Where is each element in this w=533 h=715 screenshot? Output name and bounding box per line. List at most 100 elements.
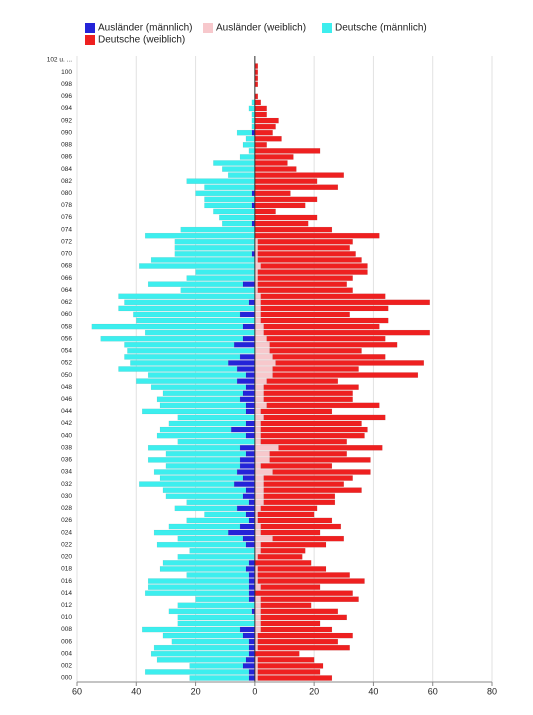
bar (236, 378, 256, 384)
bar (257, 257, 362, 263)
x-tick-label: 20 (309, 686, 319, 696)
y-tick-label: 072 (61, 238, 72, 245)
bar (257, 578, 365, 584)
y-tick-label: 068 (61, 263, 72, 270)
bar (150, 257, 256, 263)
bar (260, 596, 359, 603)
bar (239, 444, 256, 451)
bar (248, 596, 256, 603)
y-tick-label: 094 (61, 105, 72, 112)
bar (248, 590, 256, 596)
bar (144, 669, 250, 675)
bar (272, 372, 419, 378)
bar (195, 190, 253, 197)
bar (254, 208, 276, 215)
bar (195, 596, 250, 603)
bar (254, 529, 261, 536)
bar (254, 360, 276, 366)
x-tick-label: 0 (252, 686, 257, 696)
bar (168, 523, 241, 530)
bar (127, 348, 256, 354)
bar (254, 426, 261, 433)
bar (159, 426, 232, 433)
bar (254, 123, 276, 130)
bar (144, 329, 256, 336)
bar (257, 517, 333, 524)
bar (254, 384, 264, 390)
y-tick-label: 076 (61, 214, 72, 221)
bar (142, 626, 241, 633)
x-tick-label: 60 (72, 686, 82, 696)
bar (227, 172, 256, 178)
bar (254, 202, 306, 209)
bar (260, 463, 333, 469)
bar (248, 560, 256, 566)
bar (242, 475, 256, 481)
bar (156, 657, 247, 663)
y-tick-label: 018 (61, 566, 72, 573)
bar (254, 148, 321, 154)
bar (263, 396, 353, 403)
bar (162, 632, 244, 639)
bar (254, 323, 264, 330)
bar (254, 487, 264, 493)
y-tick-label: 090 (61, 129, 72, 136)
y-tick-label: 008 (61, 626, 72, 633)
x-tick-label: 80 (487, 686, 497, 696)
bar (91, 323, 244, 330)
bar (245, 451, 256, 457)
y-tick-label: 036 (61, 457, 72, 464)
bar (275, 360, 425, 366)
bar (254, 402, 267, 409)
bar (219, 214, 256, 221)
bar (213, 160, 256, 166)
bar (248, 499, 256, 506)
bar (254, 650, 300, 657)
bar (118, 305, 256, 312)
bar (124, 341, 235, 348)
y-tick-label: 028 (61, 505, 72, 512)
bar (162, 390, 244, 397)
bar (239, 457, 256, 463)
bar (248, 578, 256, 584)
bar (260, 299, 430, 306)
bar (245, 420, 256, 427)
bar (147, 281, 244, 287)
bar (254, 444, 279, 451)
bar (254, 311, 261, 318)
bar (136, 378, 238, 384)
bar (147, 584, 250, 590)
bar (254, 142, 267, 148)
bar (269, 457, 371, 463)
bar (153, 644, 250, 651)
bar (118, 366, 238, 372)
bar (266, 402, 380, 409)
legend-swatch (203, 23, 213, 33)
bar (254, 160, 288, 166)
bar (254, 475, 264, 481)
legend-swatch (322, 23, 332, 33)
x-tick-label: 20 (191, 686, 201, 696)
bar (257, 566, 327, 572)
bar (257, 572, 350, 578)
y-tick-label: 042 (61, 420, 72, 427)
bar (257, 554, 303, 560)
bar (239, 463, 256, 469)
bar (254, 505, 261, 512)
bar (233, 341, 256, 348)
bar (177, 414, 256, 421)
y-tick-label: 054 (61, 348, 72, 355)
y-tick-label: 084 (61, 166, 72, 173)
bar (254, 560, 312, 566)
bar (254, 354, 273, 360)
bar (236, 129, 253, 136)
bar (254, 184, 339, 191)
bar (239, 523, 256, 530)
bar (186, 499, 250, 506)
bar (242, 281, 256, 287)
bar (159, 566, 247, 572)
bar (245, 511, 256, 518)
bar (260, 602, 312, 609)
y-tick-label: 016 (61, 578, 72, 585)
